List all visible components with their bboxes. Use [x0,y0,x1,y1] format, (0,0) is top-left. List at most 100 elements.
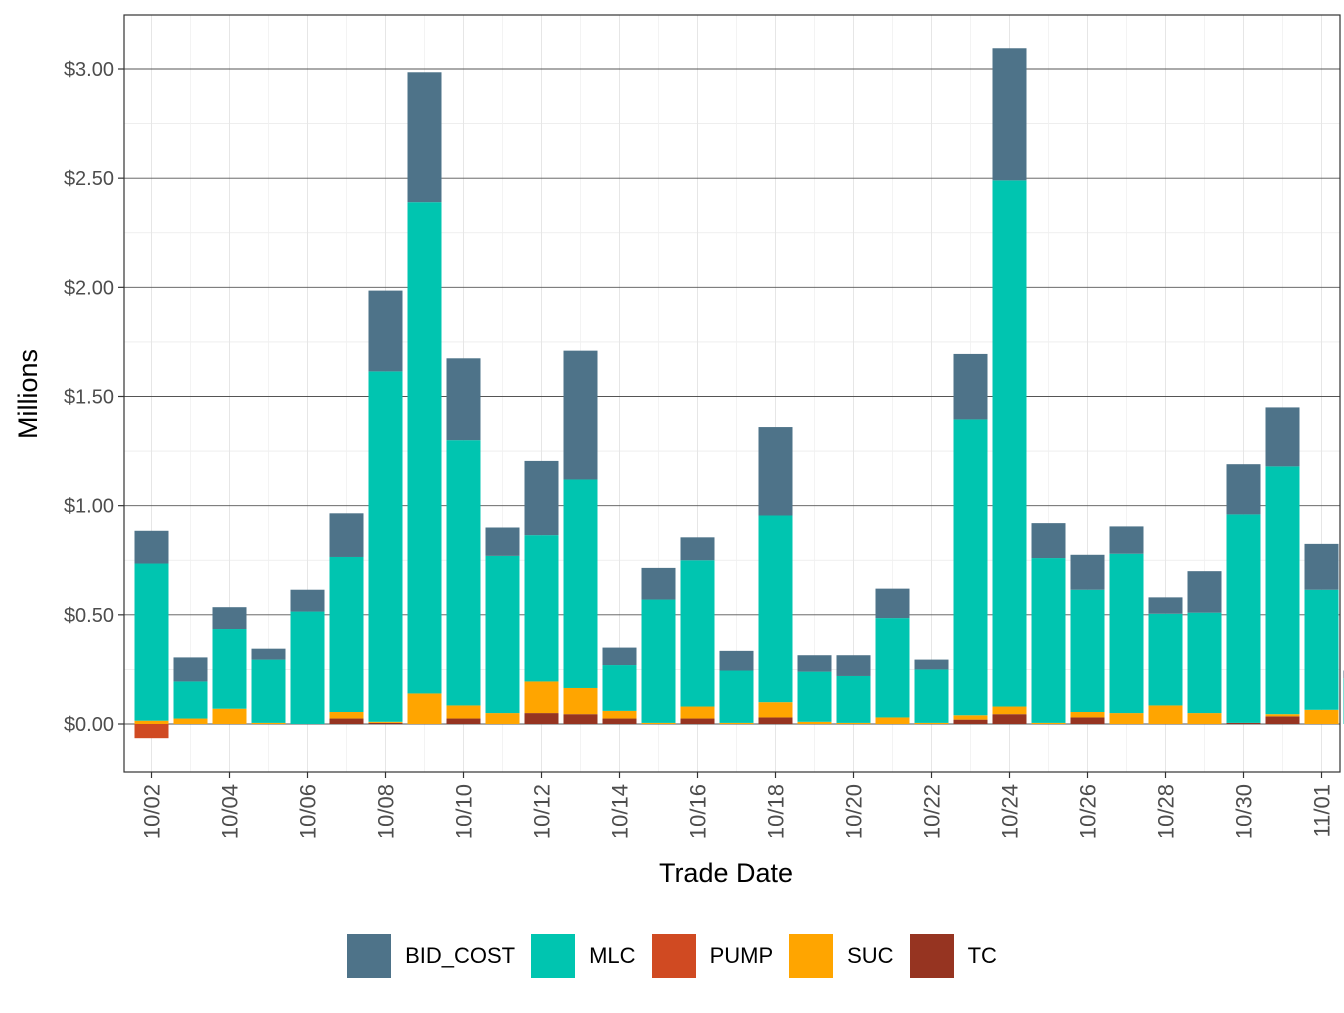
bar-segment-suc [486,713,520,724]
y-tick-label: $1.00 [64,496,114,518]
y-axis: $0.00$0.50$1.00$1.50$2.00$2.50$3.00 [64,59,124,736]
bar-segment-suc [135,721,169,724]
bar-segment-bid-cost [603,648,637,665]
bars-layer [135,48,1344,738]
bar-segment-bid-cost [1110,526,1144,553]
y-tick-label: $0.50 [64,605,114,627]
bar-segment-mlc [837,676,871,723]
bar-segment-mlc [1188,613,1222,713]
bar-segment-mlc [1149,614,1183,706]
legend-label: MLC [589,943,635,969]
x-tick-label: 10/16 [686,784,711,839]
bar-segment-bid-cost [447,358,481,440]
bar-segment-bid-cost [759,427,793,515]
x-tick-label: 10/18 [764,784,789,839]
bar-segment-mlc [720,671,754,723]
bar-segment-mlc [1227,514,1261,723]
legend-key-tc [910,934,954,978]
bar-segment-suc [993,707,1027,715]
legend-item-suc: SUC [789,934,893,978]
bar-segment-bid-cost [915,660,949,670]
bar-segment-suc [1032,723,1066,724]
bar-segment-suc [564,688,598,714]
x-tick-label: 10/10 [452,784,477,839]
bar-segment-tc [1071,717,1105,724]
x-tick-label: 10/04 [218,784,243,839]
legend-key-suc [789,934,833,978]
bar-segment-bid-cost [174,657,208,681]
x-tick-label: 10/06 [296,784,321,839]
bar-segment-bid-cost [1305,544,1339,590]
bar-segment-suc [954,715,988,719]
bar-segment-suc [798,722,832,724]
bar-segment-tc [954,720,988,724]
bar-segment-bid-cost [252,649,286,660]
bar-segment-bid-cost [408,72,442,202]
y-tick-label: $0.00 [64,714,114,736]
bar-segment-bid-cost [135,531,169,564]
bar-segment-suc [369,722,403,723]
bar-segment-bid-cost [876,589,910,618]
bar-segment-mlc [876,618,910,717]
bar-segment-tc [525,713,559,724]
bar-segment-suc [447,705,481,718]
y-axis-title: Millions [13,349,43,439]
bar-segment-bid-cost [837,655,871,676]
x-tick-label: 10/08 [374,784,399,839]
bar-segment-bid-cost [1227,464,1261,514]
legend-key-bid-cost [347,934,391,978]
legend-label: SUC [847,943,893,969]
bar-segment-suc [603,711,637,719]
y-tick-label: $2.00 [64,277,114,299]
bar-segment-mlc [993,180,1027,706]
bar-segment-tc [447,719,481,724]
bar-segment-suc [837,723,871,724]
bar-segment-bid-cost [213,607,247,629]
legend-label: PUMP [710,943,774,969]
bar-segment-bid-cost [1071,555,1105,590]
bar-segment-mlc [330,557,364,712]
bar-segment-suc [1266,714,1300,716]
bar-segment-mlc [1305,590,1339,710]
bar-segment-mlc [252,660,286,723]
bar-segment-tc [993,714,1027,724]
x-tick-label: 10/22 [920,784,945,839]
bar-segment-bid-cost [1266,407,1300,466]
x-tick-label: 10/02 [140,784,165,839]
legend-label: BID_COST [405,943,515,969]
bar-segment-suc [213,709,247,724]
bar-segment-bid-cost [369,291,403,372]
bar-segment-suc [330,712,364,719]
bar-segment-mlc [1032,558,1066,723]
bar-segment-suc [1305,710,1339,724]
bar-segment-mlc [564,479,598,688]
bar-segment-bid-cost [1149,597,1183,613]
x-tick-label: 10/12 [530,784,555,839]
bar-segment-suc [1188,713,1222,724]
bar-segment-mlc [603,665,637,711]
bar-segment-mlc [447,440,481,705]
legend-label: TC [968,943,997,969]
bar-segment-mlc [915,669,949,722]
bar-segment-suc [1110,713,1144,724]
bar-segment-mlc [525,535,559,681]
bar-segment-mlc [369,371,403,721]
y-tick-label: $1.50 [64,387,114,409]
bar-segment-mlc [1110,554,1144,713]
bar-segment-tc [330,719,364,724]
bar-segment-suc [876,717,910,724]
x-tick-label: 10/24 [998,784,1023,839]
bar-segment-bid-cost [954,354,988,420]
bar-segment-tc [564,714,598,724]
x-tick-label: 10/20 [842,784,867,839]
bar-segment-mlc [135,564,169,721]
bar-segment-bid-cost [1188,571,1222,612]
bar-segment-suc [1071,712,1105,717]
legend: BID_COST MLC PUMP SUC TC [0,930,1344,982]
bar-segment-mlc [213,629,247,709]
bar-segment-mlc [681,560,715,706]
bar-segment-bid-cost [564,351,598,480]
